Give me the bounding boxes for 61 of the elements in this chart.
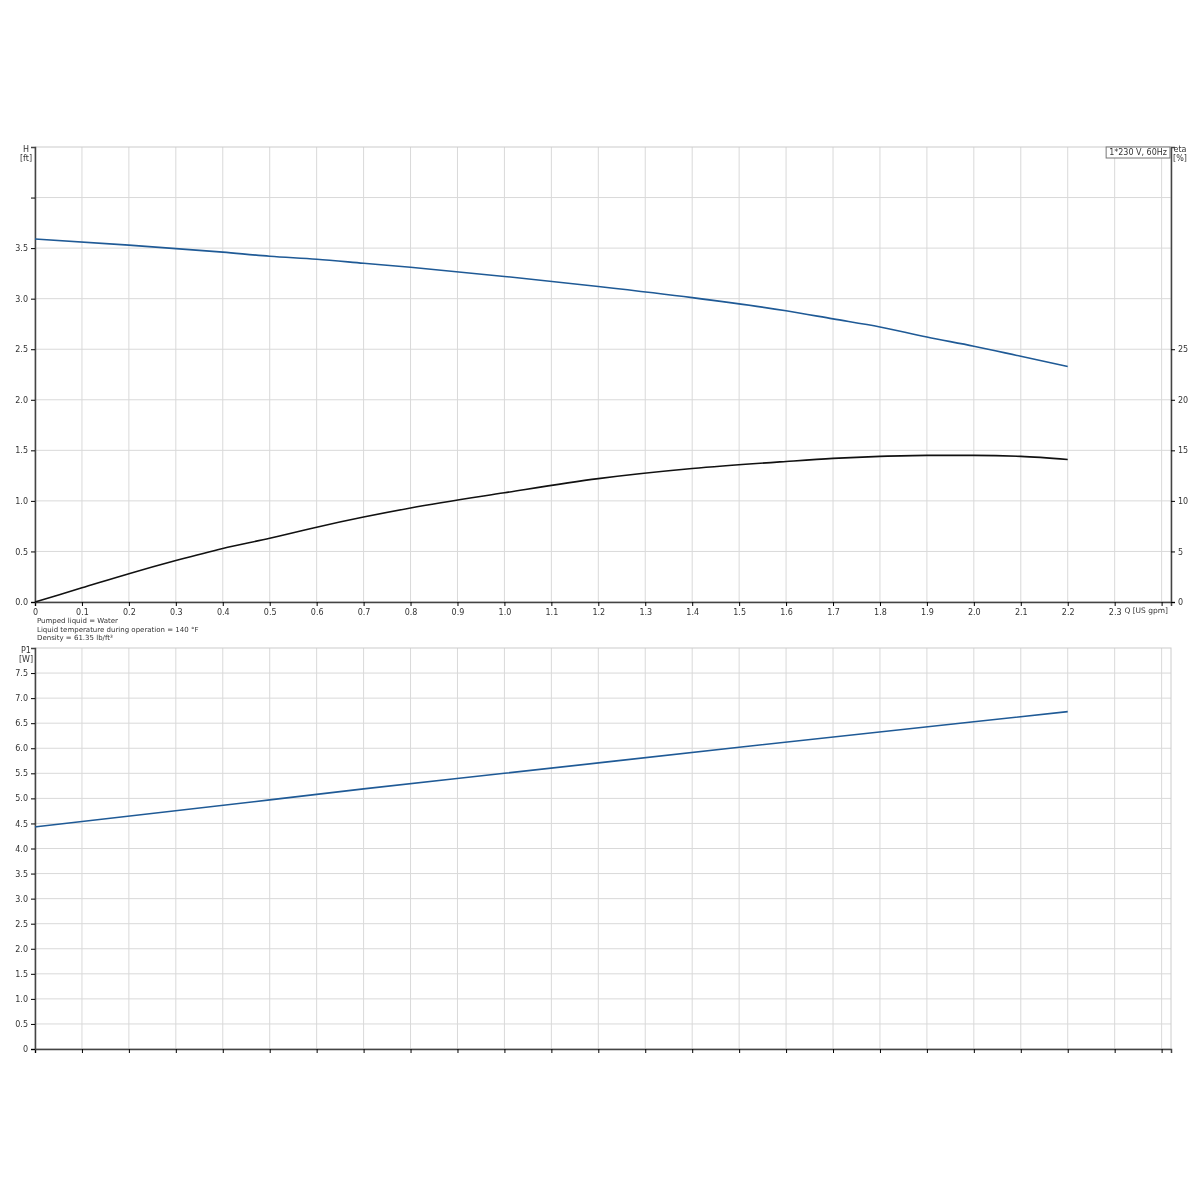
y2-tick-label: 20	[1178, 395, 1189, 405]
y-tick-label: 2.0	[15, 395, 28, 405]
x-tick-label: 0.7	[357, 607, 371, 617]
x-tick-label: 1.7	[827, 607, 840, 617]
line-series	[34, 454, 1069, 603]
y-tick-label: 2.5	[15, 919, 28, 929]
line-series	[34, 238, 1069, 368]
y-tick-label: 2.0	[15, 944, 28, 954]
x-tick-label: 1.9	[921, 607, 934, 617]
y2-tick-label: 0	[1178, 598, 1184, 608]
y-tick-label: 4.0	[15, 844, 28, 854]
y-tick-label: 3.0	[15, 894, 28, 904]
x-tick-label: 1.3	[639, 607, 653, 617]
line-series	[34, 710, 1069, 828]
y2-tick-label: 25	[1178, 345, 1189, 355]
x-tick-label: 0.4	[216, 607, 230, 617]
x-tick-label: 1.6	[780, 607, 793, 617]
x-tick-label: 0.6	[310, 607, 324, 617]
x-tick-label: 2.0	[967, 607, 981, 617]
y-tick-label: 6.0	[15, 744, 28, 754]
y-tick-label: 1.0	[15, 496, 28, 506]
y-tick-label: 5.5	[15, 769, 28, 779]
y-tick-label: 1.5	[15, 446, 28, 456]
y-tick-label: 4.5	[15, 819, 28, 829]
x-tick-label: 1.2	[592, 607, 606, 617]
x-tick-label: 0.9	[451, 607, 465, 617]
y-tick-label: 2.5	[15, 345, 28, 355]
y-axis-title: P1 [W]	[18, 646, 34, 664]
y-tick-label: 0.5	[15, 1020, 28, 1029]
x-tick-label: 1.5	[733, 607, 746, 617]
y-tick-label: 1.0	[15, 994, 28, 1004]
y-tick-label: 5.0	[15, 794, 28, 804]
y-tick-label: 0.5	[15, 547, 28, 557]
y-tick-label: 7.5	[15, 669, 28, 679]
x-tick-label: 1.0	[498, 607, 512, 617]
x-tick-label: 2.1	[1014, 607, 1028, 617]
x-tick-label: 0.2	[123, 607, 136, 617]
x-tick-label: 1.8	[874, 607, 887, 617]
y-axis-title: H [ft]	[19, 145, 33, 163]
x-tick-label: 0.3	[169, 607, 183, 617]
x-tick-label: 0.8	[404, 607, 418, 617]
x-tick-label: 1.1	[545, 607, 559, 617]
y-tick-label: 7.0	[15, 694, 28, 704]
y-tick-label: 3.5	[15, 244, 28, 254]
annotation: 1*230 V, 60Hz	[1109, 148, 1167, 157]
y-tick-label: 3.5	[15, 869, 28, 879]
y2-tick-label: 10	[1178, 496, 1189, 506]
y-tick-label: 6.5	[15, 719, 28, 729]
y-tick-label: 1.5	[15, 969, 28, 979]
y-tick-label: 0.0	[15, 598, 28, 608]
y-tick-label: 3.0	[15, 294, 28, 304]
x-tick-label: 2.2	[1061, 607, 1075, 617]
x-tick-label: 2.3	[1108, 607, 1122, 617]
y2-tick-label: 15	[1178, 446, 1189, 456]
x-tick-label: 0	[32, 607, 39, 617]
y2-tick-label: 5	[1178, 547, 1184, 557]
x-tick-label: 0.1	[76, 607, 89, 617]
y-tick-label: 0	[22, 1045, 28, 1055]
y2-axis-title: eta [%]	[1173, 145, 1187, 163]
x-tick-label: 0.5	[263, 607, 277, 617]
x-tick-label: 1.4	[686, 607, 700, 617]
